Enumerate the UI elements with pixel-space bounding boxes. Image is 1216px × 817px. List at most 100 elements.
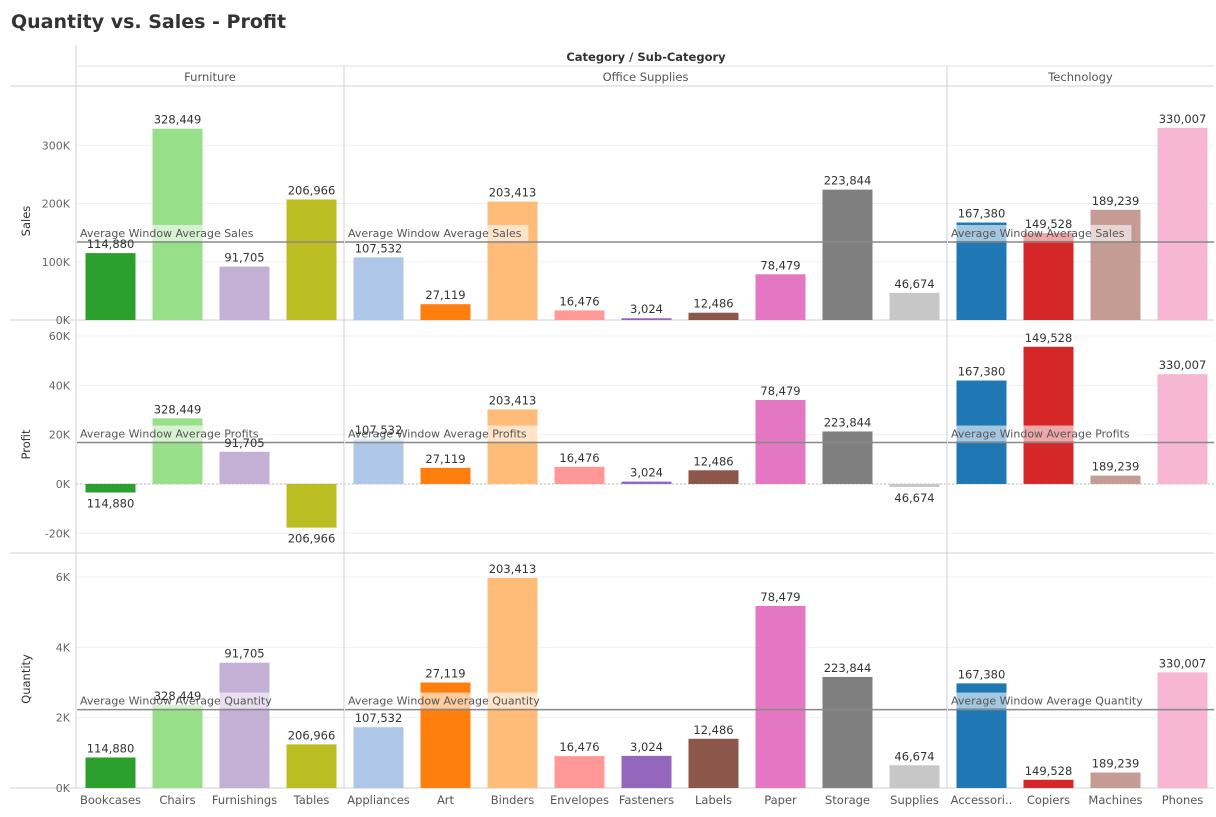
bar-2-0[interactable] xyxy=(85,757,136,788)
bar-label-1-5: 27,119 xyxy=(425,452,465,466)
bar-0-10[interactable] xyxy=(755,274,806,320)
tick-label-1-3: 40K xyxy=(49,379,71,392)
bar-2-4[interactable] xyxy=(353,727,404,788)
bar-label-1-6: 203,413 xyxy=(489,393,537,407)
subcategory-label-11: Storage xyxy=(825,793,870,807)
tick-label-2-0: 0K xyxy=(56,782,71,795)
subcategory-label-5: Art xyxy=(437,793,455,807)
tick-label-1-4: 60K xyxy=(49,330,71,343)
bar-1-7[interactable] xyxy=(554,466,605,484)
bar-0-11[interactable] xyxy=(822,189,873,320)
bar-0-12[interactable] xyxy=(889,292,940,320)
tick-label-0-1: 100K xyxy=(42,256,71,269)
headers: Category / Sub-Category Furniture Office S… xyxy=(80,50,1203,807)
subcategory-label-6: Binders xyxy=(491,793,534,807)
bar-label-2-12: 46,674 xyxy=(894,749,934,763)
bar-label-2-0: 114,880 xyxy=(87,741,135,755)
bars xyxy=(85,127,1208,788)
bar-0-5[interactable] xyxy=(420,304,471,320)
reference-label-2-1: Average Window Average Quantity xyxy=(348,695,540,708)
bar-1-2[interactable] xyxy=(219,451,270,484)
bar-label-0-12: 46,674 xyxy=(894,277,934,291)
tick-label-1-2: 20K xyxy=(49,429,71,442)
reference-label-1-2: Average Window Average Profits xyxy=(951,428,1130,441)
bar-label-1-1: 328,449 xyxy=(154,402,202,416)
bar-label-0-3: 206,966 xyxy=(288,183,336,197)
bar-0-4[interactable] xyxy=(353,257,404,320)
bar-2-1[interactable] xyxy=(152,705,203,788)
bar-0-9[interactable] xyxy=(688,312,739,320)
bar-1-15[interactable] xyxy=(1090,475,1141,484)
bar-label-2-13: 167,380 xyxy=(958,667,1006,681)
subcategory-label-12: Supplies xyxy=(890,793,939,807)
bar-label-1-4: 107,532 xyxy=(355,423,403,437)
subcategory-label-7: Envelopes xyxy=(550,793,609,807)
bar-1-14[interactable] xyxy=(1023,346,1074,484)
bar-2-10[interactable] xyxy=(755,605,806,788)
bar-label-1-0: 114,880 xyxy=(87,497,135,511)
bar-2-9[interactable] xyxy=(688,738,739,788)
bar-0-14[interactable] xyxy=(1023,232,1074,320)
bar-0-3[interactable] xyxy=(286,199,337,320)
bar-label-1-13: 167,380 xyxy=(958,365,1006,379)
bar-0-7[interactable] xyxy=(554,310,605,320)
y-axis-title-1: Profit xyxy=(19,429,33,459)
bar-2-11[interactable] xyxy=(822,676,873,788)
bar-label-1-9: 12,486 xyxy=(693,454,733,468)
bar-0-16[interactable] xyxy=(1157,127,1208,320)
bar-2-8[interactable] xyxy=(621,755,672,788)
bar-2-3[interactable] xyxy=(286,744,337,788)
reference-label-1-0: Average Window Average Profits xyxy=(80,428,259,441)
bar-label-0-8: 3,024 xyxy=(630,302,663,316)
bar-0-6[interactable] xyxy=(487,201,538,320)
bar-label-2-2: 91,705 xyxy=(224,647,264,661)
bar-1-4[interactable] xyxy=(353,439,404,484)
column-header-title: Category / Sub-Category xyxy=(566,50,726,64)
bar-0-8[interactable] xyxy=(621,318,672,320)
bar-2-6[interactable] xyxy=(487,577,538,788)
bar-2-12[interactable] xyxy=(889,765,940,788)
bar-0-0[interactable] xyxy=(85,253,136,320)
bar-1-5[interactable] xyxy=(420,467,471,484)
bar-1-9[interactable] xyxy=(688,470,739,484)
bar-label-2-11: 223,844 xyxy=(824,661,872,675)
bar-label-0-11: 223,844 xyxy=(824,174,872,188)
bar-label-1-15: 189,239 xyxy=(1092,460,1140,474)
y-axis-title-0: Sales xyxy=(19,206,33,237)
subcategory-label-13: Accessori.. xyxy=(951,793,1013,807)
subcategory-label-14: Copiers xyxy=(1027,793,1070,807)
subcategory-label-2: Furnishings xyxy=(212,793,277,807)
bar-1-12[interactable] xyxy=(889,483,940,487)
bar-2-2[interactable] xyxy=(219,662,270,788)
chart-title: Quantity vs. Sales - Profit xyxy=(11,11,287,33)
bar-1-3[interactable] xyxy=(286,483,337,528)
reference-label-bg-0-1 xyxy=(346,224,529,241)
bar-2-16[interactable] xyxy=(1157,672,1208,788)
bar-label-0-5: 27,119 xyxy=(425,288,465,302)
bar-label-1-16: 330,007 xyxy=(1159,358,1207,372)
bar-0-2[interactable] xyxy=(219,266,270,320)
bar-1-0[interactable] xyxy=(85,483,136,493)
bar-1-11[interactable] xyxy=(822,431,873,484)
bar-1-8[interactable] xyxy=(621,481,672,484)
reference-label-2-2: Average Window Average Quantity xyxy=(951,695,1143,708)
subcategory-label-15: Machines xyxy=(1088,793,1142,807)
bar-1-6[interactable] xyxy=(487,409,538,484)
bar-label-2-14: 149,528 xyxy=(1025,764,1073,778)
subcategory-label-9: Labels xyxy=(695,793,732,807)
reference-label-bg-1-1 xyxy=(346,425,541,442)
tick-label-0-0: 0K xyxy=(56,314,71,327)
bar-2-14[interactable] xyxy=(1023,779,1074,788)
bar-label-2-1: 328,449 xyxy=(154,689,202,703)
reference-label-bg-1-0 xyxy=(78,425,273,442)
bar-label-1-12: 46,674 xyxy=(894,491,934,505)
reference-label-bg-0-0 xyxy=(78,224,261,241)
bar-1-16[interactable] xyxy=(1157,374,1208,484)
bar-0-1[interactable] xyxy=(152,128,203,320)
bar-2-7[interactable] xyxy=(554,756,605,788)
bar-2-15[interactable] xyxy=(1090,772,1141,788)
bar-label-0-10: 78,479 xyxy=(760,258,800,272)
subcategory-label-4: Appliances xyxy=(347,793,410,807)
subcategory-label-1: Chairs xyxy=(159,793,195,807)
